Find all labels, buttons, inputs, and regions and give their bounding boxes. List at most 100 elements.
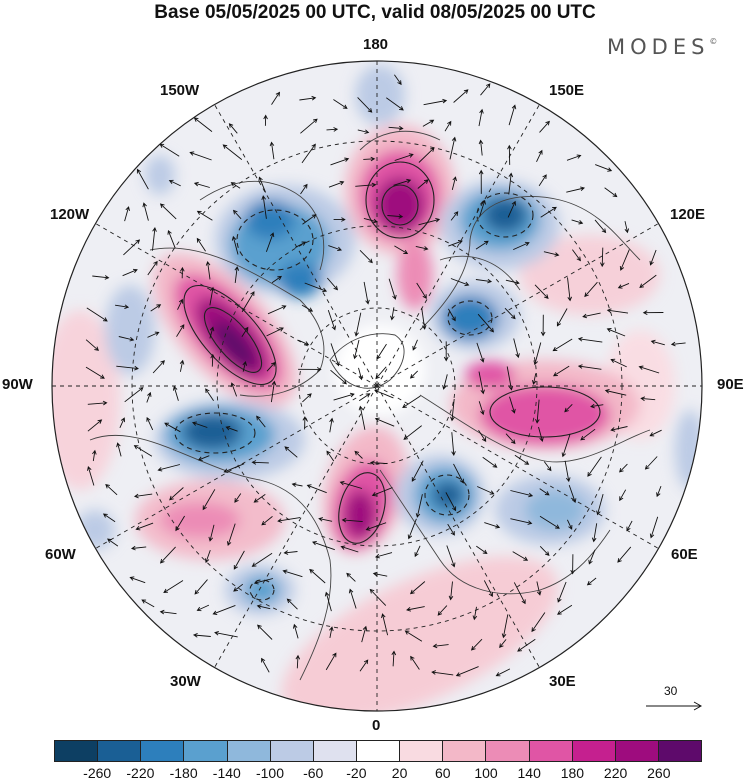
wind-vector [210, 353, 216, 367]
wind-vector [157, 464, 181, 472]
wind-vector [363, 156, 376, 162]
wind-vector [479, 199, 486, 217]
wind-vector [543, 251, 560, 257]
wind-vector [450, 211, 459, 221]
wind-vector [318, 517, 333, 522]
wind-vector [326, 277, 339, 291]
lon-label-top: 180 [363, 36, 389, 53]
wind-vector [299, 95, 317, 101]
wind-vector [102, 513, 116, 523]
wind-vector [300, 118, 318, 134]
wind-vector [328, 245, 342, 252]
wind-vector [403, 425, 422, 440]
wind-vector [175, 515, 185, 532]
wind-vector [619, 249, 630, 271]
wind-vector [478, 401, 485, 416]
brand-name: MODES [607, 35, 710, 59]
wind-vector [363, 217, 378, 224]
wind-vector [577, 364, 602, 370]
wind-vector [421, 307, 427, 330]
colorbar-tick-label: 260 [647, 765, 671, 781]
wind-vector [402, 395, 421, 409]
wind-vector [261, 657, 270, 673]
lon-label-left: 90W [2, 376, 33, 393]
wind-vector [566, 154, 582, 161]
wind-vector [258, 176, 267, 193]
wind-vector [193, 117, 213, 132]
wind-vector [294, 241, 307, 248]
wind-vector [566, 186, 586, 193]
wind-vector [326, 450, 335, 462]
wind-vector [119, 417, 126, 428]
wind-vector [225, 426, 238, 432]
wind-vector [566, 519, 573, 530]
wind-vector [374, 552, 393, 559]
wind-vector [642, 310, 664, 315]
wind-vector [580, 428, 596, 441]
colorbar-tick-label: -140 [212, 765, 241, 781]
wind-vector [196, 237, 206, 252]
colorbar-swatch [313, 741, 357, 761]
wind-vector [164, 422, 181, 433]
wind-vector [533, 342, 542, 366]
wind-vector [538, 426, 544, 443]
colorbar-swatch [615, 741, 659, 761]
wind-vector [369, 588, 387, 606]
wind-vector [513, 582, 526, 605]
wind-vector [432, 643, 449, 649]
wind-vector [568, 484, 577, 504]
wind-vector [538, 174, 547, 187]
wind-vector [670, 341, 686, 347]
wind-vector [327, 309, 337, 331]
wind-vector [177, 298, 184, 310]
wind-vector [411, 460, 424, 482]
colorbar-swatch [400, 741, 444, 761]
wind-vector [501, 614, 509, 639]
colorbar-tick-label: -20 [346, 765, 367, 781]
lon-label-right: 90E [717, 376, 744, 393]
wind-vectors [85, 74, 686, 677]
wind-vector [414, 545, 421, 558]
wind-vector [446, 545, 456, 568]
wind-vector [234, 266, 240, 283]
wind-vector [571, 219, 584, 225]
wind-vector [277, 517, 301, 523]
wind-vector [189, 151, 212, 161]
wind-vector [505, 279, 520, 285]
wind-vector [226, 523, 236, 546]
wind-vector [330, 343, 340, 367]
wind-vector [354, 450, 363, 459]
wind-vector [135, 522, 154, 531]
wind-vector [92, 449, 97, 462]
wind-vector [375, 366, 387, 380]
wind-vector [587, 456, 602, 477]
colorbar-swatch [55, 741, 99, 761]
colorbar-tick-label: 180 [560, 765, 585, 781]
wind-vector [638, 365, 660, 374]
wind-vector [536, 149, 543, 162]
brand-logo: MODES© [607, 35, 717, 59]
wind-vector [443, 341, 449, 362]
wind-vector [354, 312, 362, 337]
wind-vector [478, 429, 487, 442]
wind-vector [478, 371, 485, 395]
vector-reference-arrow [646, 701, 703, 711]
wind-vector [476, 342, 485, 363]
wind-vector [159, 609, 177, 615]
wind-vector [444, 120, 452, 132]
wind-vector [410, 655, 420, 670]
wind-vector [242, 360, 248, 372]
wind-vector [442, 374, 448, 390]
wind-vector [604, 187, 618, 198]
wind-vector [146, 416, 154, 431]
wind-vector [552, 365, 570, 377]
colorbar-swatch [486, 741, 530, 761]
wind-vector [234, 493, 242, 503]
wind-vector [470, 638, 483, 651]
wind-vector [159, 546, 176, 564]
colorbar-tick-label: -180 [169, 765, 198, 781]
wind-vector [304, 282, 328, 293]
wind-vector [168, 179, 181, 187]
wind-vector [147, 260, 158, 276]
wind-vector [191, 421, 208, 428]
